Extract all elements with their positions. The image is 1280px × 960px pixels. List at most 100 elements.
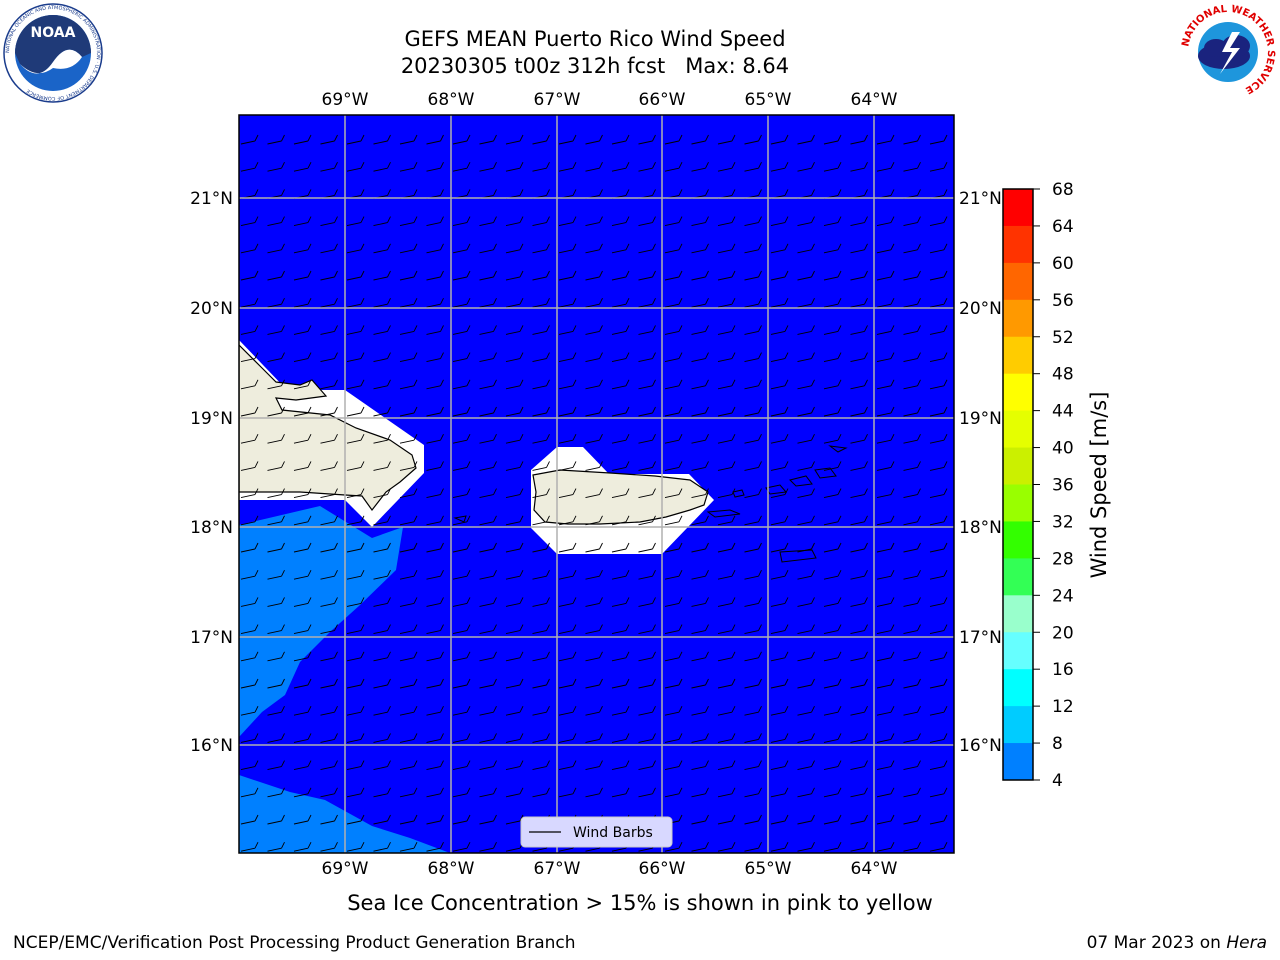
wind-barb [320,352,338,363]
wind-barb [797,488,815,499]
wind-barb [903,270,921,281]
wind-barb [373,352,391,363]
wind-barb [850,597,868,607]
wind-barb [532,760,550,771]
wind-barb [240,651,259,662]
wind-barb [479,569,497,580]
wind-barb [267,488,285,499]
wind-barb [903,134,921,145]
colorbar-segment [1003,521,1033,559]
wind-barb [399,705,418,716]
wind-barb [479,406,497,417]
wind-barb [320,433,338,444]
wind-barb [929,488,948,499]
colorbar-segment [1003,447,1033,485]
wind-barb [717,461,736,471]
wind-barb [373,461,391,471]
wind-barb [903,161,921,172]
wind-barb [850,705,868,716]
wind-barb [240,841,259,852]
wind-barb [320,270,338,281]
wind-barb [532,624,550,635]
wind-barb [320,787,338,798]
wind-barb [611,787,630,798]
wind-barb [691,651,709,662]
wind-barb [823,461,842,471]
wind-barb [664,733,683,743]
wind-barb [346,569,365,580]
wind-barb [399,161,418,172]
wind-barb [876,243,895,254]
wind-barb [664,461,683,471]
wind-barb [611,542,630,553]
wind-barb [611,216,630,227]
wind-barb [611,379,630,390]
wind-barb [532,379,550,390]
wind-barb [505,569,524,580]
wind-barb [346,243,365,254]
wind-barb [876,841,895,852]
wind-barb [320,651,338,662]
wind-barb [479,216,497,227]
wind-barb [691,733,709,743]
wind-barb [664,515,683,526]
wind-barb [664,787,683,798]
wind-barb [532,352,550,363]
lat-label: 20°N [190,299,233,319]
wind-barb [267,433,285,444]
wind-barb [717,270,736,281]
wind-barb [240,461,259,471]
wind-barb [452,243,471,254]
wind-barb [770,569,789,580]
wind-barb [770,841,789,852]
wind-barb [479,760,497,771]
wind-barb [399,216,418,227]
wind-barb [240,488,259,499]
wind-barb [929,733,948,743]
wind-barb [267,733,285,743]
wind-barb [585,624,603,635]
lon-label: 68°W [428,90,475,110]
wind-barb [664,216,683,227]
wind-barb [903,760,921,771]
wind-barb [929,569,948,580]
wind-barb [293,705,312,716]
wind-barb [638,161,656,172]
wind-barb [373,515,391,526]
wind-barb [903,461,921,471]
wind-barb [558,624,577,635]
wind-barb [426,488,444,499]
wind-barb [320,243,338,254]
wind-barb [505,325,524,335]
wind-barb [717,161,736,172]
wind-barb [929,325,948,335]
wind-barb [691,216,709,227]
lat-label: 21°N [190,189,233,209]
wind-barb [426,542,444,553]
footer-branch: NCEP/EMC/Verification Post Processing Pr… [13,933,576,953]
wind-barb [346,760,365,771]
wind-barb [320,597,338,607]
wind-barb [240,515,259,526]
wind-barb [505,406,524,417]
wind-barb [717,243,736,254]
wind-barb [426,297,444,308]
lat-label: 19°N [959,409,1002,429]
wind-barb [373,705,391,716]
wind-barb [770,542,789,553]
wind-barb [399,270,418,281]
wind-barb [532,787,550,798]
wind-barb [823,705,842,716]
colorbar-segment [1003,484,1033,522]
wind-barb [585,542,603,553]
lon-label: 67°W [534,90,581,110]
wind-barb [611,488,630,499]
wind-barb [346,814,365,825]
wind-barb [744,433,762,444]
wind-barb [638,515,656,526]
wind-barb [664,325,683,335]
wind-barb [876,134,895,145]
wind-barb [532,569,550,580]
wind-barb [346,733,365,743]
wind-barb [426,161,444,172]
